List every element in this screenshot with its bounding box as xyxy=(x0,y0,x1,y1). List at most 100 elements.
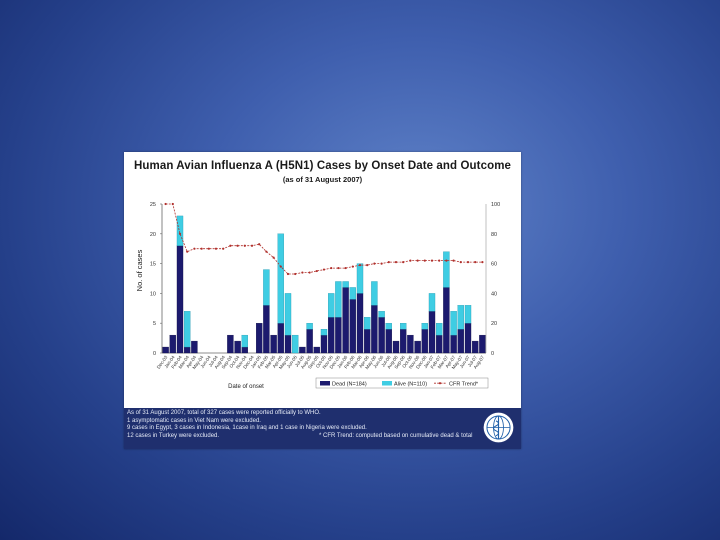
bar-dead xyxy=(306,329,313,354)
y2-tick-label: 100 xyxy=(491,202,500,208)
bar-dead xyxy=(464,323,472,354)
cfr-point xyxy=(380,262,383,265)
cfr-point xyxy=(337,266,340,270)
cfr-point xyxy=(430,259,434,262)
bar-alive xyxy=(241,334,248,348)
cfr-point xyxy=(265,250,268,253)
cfr-point xyxy=(207,247,210,250)
bar-dead xyxy=(320,334,328,354)
y2-tick-label: 40 xyxy=(491,291,497,297)
x-tick-label: Jul-05 xyxy=(294,354,306,367)
bar-alive xyxy=(184,311,191,348)
legend-swatch-alive xyxy=(382,381,392,386)
bar-alive xyxy=(364,317,371,330)
bar-dead xyxy=(436,334,443,354)
cfr-point xyxy=(214,247,218,250)
bar-alive xyxy=(385,323,392,330)
bar-alive xyxy=(176,215,184,246)
cfr-point xyxy=(445,259,448,262)
cfr-point xyxy=(301,271,304,274)
cfr-trend-note: * CFR Trend: computed based on cumulativ… xyxy=(319,433,473,439)
chart-subtitle: (as of 31 August 2007) xyxy=(282,175,363,184)
bar-dead xyxy=(270,334,277,354)
bar-alive xyxy=(400,323,407,330)
cfr-point xyxy=(186,250,189,253)
bar-dead xyxy=(313,346,320,354)
y-tick-label: 5 xyxy=(153,321,156,327)
footnote-box: As of 31 August 2007, total of 327 cases… xyxy=(124,408,521,449)
bar-dead xyxy=(349,299,356,354)
bar-dead xyxy=(284,334,292,354)
x-tick-label: Jul-06 xyxy=(380,354,392,367)
footnote-line: 1 asymptomatic cases in Viet Nam were ex… xyxy=(127,417,261,424)
cfr-point xyxy=(459,261,462,264)
cfr-point xyxy=(474,261,477,264)
bar-dead xyxy=(162,346,169,354)
bar-dead xyxy=(450,334,457,354)
bar-alive xyxy=(371,281,378,306)
who-emblem-icon xyxy=(483,412,514,443)
cfr-point xyxy=(481,261,484,264)
cfr-point xyxy=(387,261,390,264)
cfr-point xyxy=(394,261,398,264)
bar-alive xyxy=(349,287,356,300)
cfr-point xyxy=(222,247,225,250)
bar-alive xyxy=(335,281,342,318)
y-axis-title: No. of cases xyxy=(135,249,144,291)
bar-dead xyxy=(299,346,306,354)
cfr-point xyxy=(286,272,290,276)
y-tick-label: 20 xyxy=(150,232,156,238)
bar-dead xyxy=(176,245,184,354)
y2-tick-label: 0 xyxy=(491,351,494,357)
bar-dead xyxy=(378,317,385,354)
x-axis-title: Date of onset xyxy=(228,384,264,390)
cfr-point xyxy=(258,243,261,246)
legend-marker-cfr xyxy=(438,382,442,385)
cfr-point xyxy=(229,244,232,247)
cfr-point xyxy=(250,244,254,247)
bar-alive xyxy=(263,269,270,306)
cfr-point xyxy=(358,263,362,267)
bar-dead xyxy=(400,329,407,354)
cfr-point xyxy=(373,262,376,265)
bar-dead xyxy=(428,311,436,354)
bar-dead xyxy=(241,346,248,354)
cfr-point xyxy=(243,244,246,247)
cfr-point xyxy=(466,261,470,264)
bar-dead xyxy=(263,305,270,354)
x-tick-label: Jul-07 xyxy=(467,354,479,367)
bar-dead xyxy=(392,340,400,354)
bar-alive xyxy=(436,323,443,336)
bar-dead xyxy=(414,340,421,354)
bar-dead xyxy=(256,323,263,354)
bar-alive xyxy=(464,305,472,324)
cfr-point xyxy=(423,259,426,262)
bar-alive xyxy=(320,329,328,336)
cfr-point xyxy=(416,259,419,262)
cfr-point xyxy=(409,259,412,262)
cfr-point xyxy=(322,268,326,271)
cfr-point xyxy=(308,271,311,274)
bar-dead xyxy=(407,334,414,354)
chart-canvas: 0510152025020406080100Dec-03Jan-04Feb-04… xyxy=(135,202,500,390)
cfr-point xyxy=(279,265,282,268)
bar-alive xyxy=(284,293,292,336)
y2-tick-label: 20 xyxy=(491,321,497,327)
y2-tick-label: 80 xyxy=(491,232,497,238)
bar-dead xyxy=(184,346,191,354)
chart-title: Human Avian Influenza A (H5N1) Cases by … xyxy=(133,160,512,172)
footnote-list: As of 31 August 2007, total of 327 cases… xyxy=(127,410,367,440)
cfr-point xyxy=(193,247,196,250)
bar-alive xyxy=(292,334,299,354)
footnote-line: 9 cases in Egypt, 3 cases in Indonesia, … xyxy=(127,425,367,432)
bar-dead xyxy=(191,340,198,354)
bar-alive xyxy=(421,323,428,330)
bar-dead xyxy=(227,334,234,354)
bar-dead xyxy=(328,317,335,354)
bar-dead xyxy=(234,340,241,354)
bar-alive xyxy=(306,323,313,330)
cfr-point xyxy=(402,261,405,264)
cfr-trend-line xyxy=(165,203,483,275)
cfr-point xyxy=(164,202,167,206)
bar-alive xyxy=(450,311,457,336)
